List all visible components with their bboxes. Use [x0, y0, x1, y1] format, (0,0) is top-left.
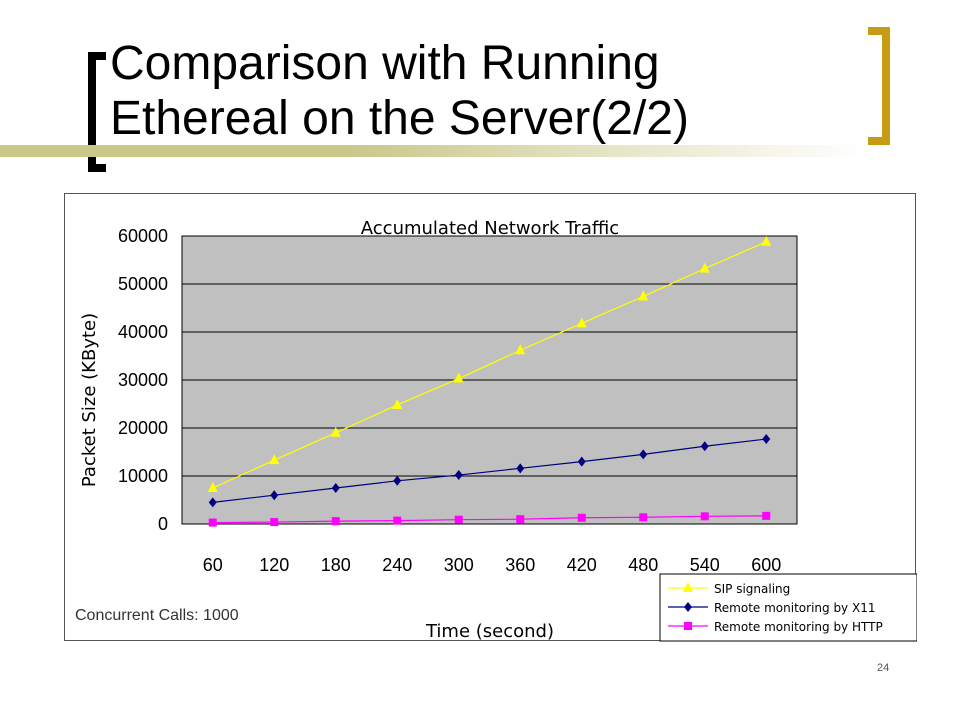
data-point-triangle — [761, 235, 772, 246]
legend-label: Remote monitoring by X11 — [714, 601, 875, 615]
data-point-square — [577, 513, 586, 522]
y-axis-title: Packet Size (KByte) — [79, 313, 100, 487]
data-point-triangle — [683, 582, 693, 592]
series-3 — [208, 511, 771, 527]
x-tick-label: 60 — [203, 555, 223, 575]
page-number: 24 — [877, 662, 890, 674]
data-point-triangle — [638, 290, 649, 301]
x-tick-label: 540 — [690, 555, 720, 575]
legend-label: Remote monitoring by HTTP — [714, 620, 883, 634]
x-tick-label: 360 — [505, 555, 535, 575]
y-tick-label: 40000 — [118, 322, 168, 342]
legend: SIP signaling Remote monitoring by X11 Rem… — [659, 573, 917, 642]
x-tick-label: 600 — [751, 555, 781, 575]
data-point-diamond — [700, 441, 709, 452]
y-tick-label: 60000 — [118, 226, 168, 246]
x-tick-label: 240 — [382, 555, 412, 575]
concurrent-calls-note: Concurrent Calls: 1000 — [75, 607, 239, 624]
data-point-square — [762, 511, 771, 520]
data-point-square — [208, 518, 217, 527]
data-point-diamond — [393, 475, 402, 486]
data-point-square — [700, 512, 709, 521]
data-point-square — [331, 517, 340, 526]
data-point-diamond — [577, 456, 586, 467]
data-point-diamond — [208, 497, 217, 508]
series-layer — [207, 235, 772, 527]
x-axis-title: Time (second) — [425, 621, 554, 642]
series-line — [212, 438, 767, 503]
data-point-diamond — [684, 602, 692, 612]
x-tick-label: 480 — [628, 555, 658, 575]
plot-area — [181, 235, 798, 525]
title-left-bracket — [88, 52, 106, 172]
data-point-triangle — [330, 426, 341, 437]
series-2 — [208, 434, 771, 508]
data-point-square — [454, 515, 463, 524]
x-tick-label: 180 — [321, 555, 351, 575]
x-tick-label: 300 — [444, 555, 474, 575]
series-line — [212, 515, 767, 524]
y-tick-label: 20000 — [118, 418, 168, 438]
data-point-diamond — [762, 434, 771, 445]
data-point-triangle — [207, 482, 218, 492]
slide-title: Comparison with Running Ethereal on the … — [110, 36, 870, 146]
data-point-square — [684, 622, 692, 630]
legend-item: Remote monitoring by HTTP — [668, 620, 883, 634]
slide-title-line-1: Comparison with Running — [110, 37, 660, 90]
slide-title-line-2: Ethereal on the Server(2/2) — [110, 92, 689, 145]
data-point-square — [639, 513, 648, 522]
chart-frame: Accumulated Network Traffic 0 10000 20000 3… — [64, 193, 917, 642]
data-point-diamond — [454, 470, 463, 481]
title-right-bracket — [868, 27, 890, 145]
data-point-square — [270, 518, 279, 527]
data-point-square — [516, 515, 525, 524]
series-1 — [207, 235, 772, 492]
series-line — [212, 241, 767, 489]
data-point-diamond — [270, 490, 279, 501]
data-point-diamond — [516, 463, 525, 474]
legend-item: Remote monitoring by X11 — [668, 601, 875, 615]
data-point-square — [393, 516, 402, 525]
data-point-triangle — [515, 344, 526, 355]
chart-title: Accumulated Network Traffic — [361, 218, 619, 239]
y-tick-label: 50000 — [118, 274, 168, 294]
y-tick-label: 0 — [158, 514, 168, 534]
chart: Accumulated Network Traffic 0 10000 20000 3… — [79, 218, 917, 642]
title-underline-bar — [0, 145, 868, 157]
y-tick-label: 10000 — [118, 466, 168, 486]
x-tick-label: 420 — [567, 555, 597, 575]
y-tick-label: 30000 — [118, 370, 168, 390]
data-point-diamond — [331, 483, 340, 493]
data-point-triangle — [392, 398, 403, 409]
data-point-triangle — [453, 372, 464, 383]
legend-label: SIP signaling — [714, 582, 790, 596]
data-point-diamond — [639, 449, 648, 460]
x-axis-ticks: 60 120 180 240 300 360 420 480 540 600 — [203, 555, 782, 575]
data-point-triangle — [699, 262, 710, 273]
data-point-triangle — [269, 454, 280, 465]
y-axis-ticks: 0 10000 20000 30000 40000 50000 60000 — [118, 226, 168, 534]
legend-item: SIP signaling — [668, 582, 790, 596]
data-point-triangle — [576, 317, 587, 328]
x-tick-label: 120 — [259, 555, 289, 575]
